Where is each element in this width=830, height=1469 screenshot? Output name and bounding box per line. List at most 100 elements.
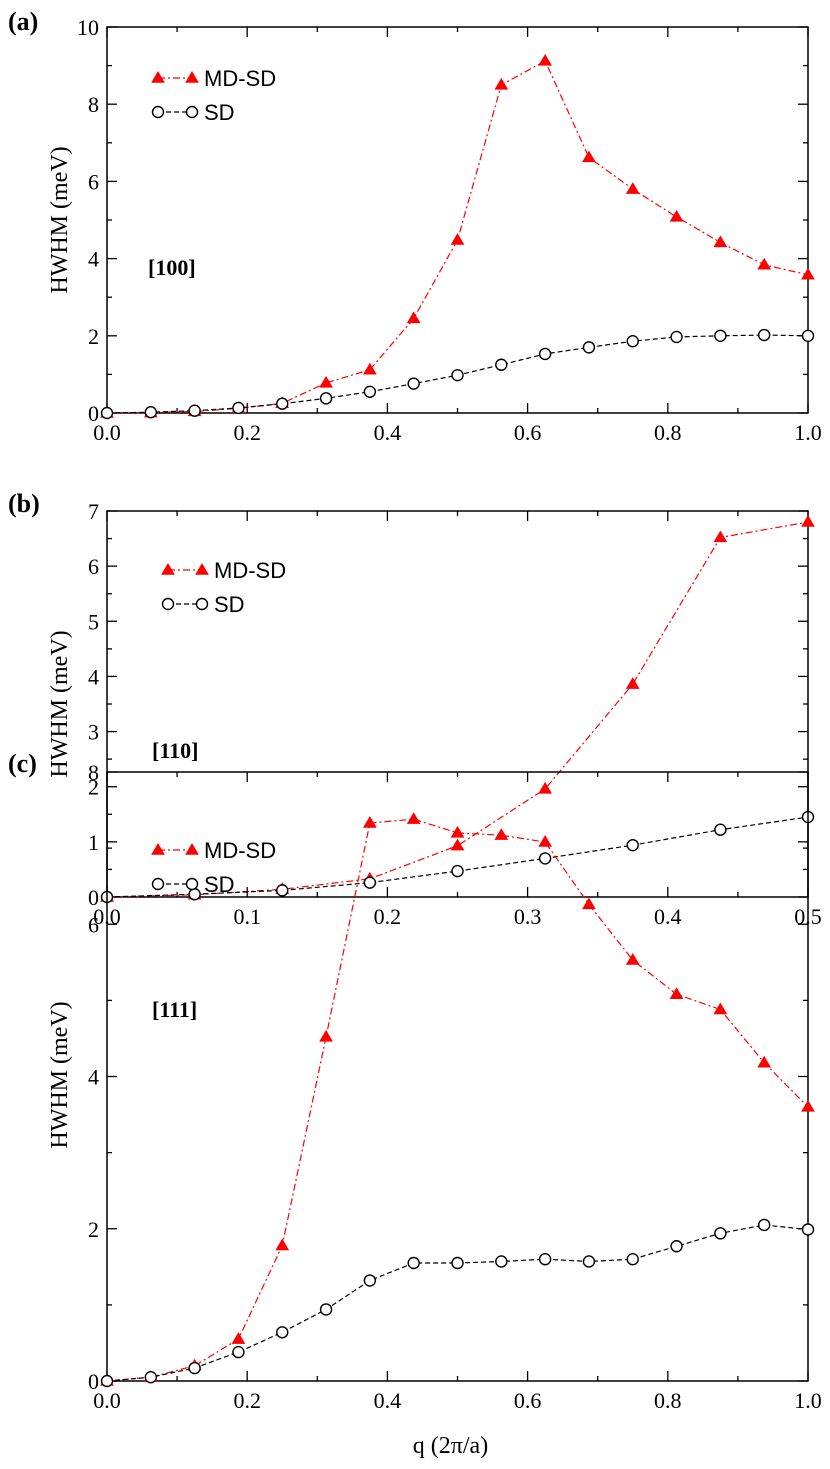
data-point-circle <box>407 1256 420 1270</box>
data-point-circle <box>714 1227 727 1240</box>
y-tick-label: 4 <box>88 1065 99 1090</box>
data-point-triangle <box>319 1029 333 1042</box>
y-tick-label: 2 <box>88 324 99 349</box>
legend-marker <box>151 843 165 855</box>
data-point-circle <box>801 329 815 342</box>
legend-marker <box>185 877 199 891</box>
data-point-circle <box>144 406 158 419</box>
data-point-circle <box>714 329 727 342</box>
data-point-triangle <box>450 825 465 838</box>
plot-frame <box>106 771 809 1382</box>
data-point-circle <box>451 864 464 878</box>
x-tick-label: 1.0 <box>794 420 822 445</box>
legend: MD-SD SD <box>161 558 286 617</box>
legend-marker <box>185 105 199 119</box>
data-point-triangle <box>363 362 377 375</box>
data-point-circle <box>670 1240 683 1253</box>
x-axis-title: q (2π/a) <box>413 1433 488 1459</box>
panel-label: (b) <box>8 489 40 518</box>
legend-item: SD <box>151 100 235 125</box>
data-point-circle <box>363 385 377 398</box>
y-axis-title: HWHM (meV) <box>47 146 73 293</box>
legend-marker <box>185 843 199 855</box>
series-sd <box>100 810 815 904</box>
data-point-circle <box>188 404 201 417</box>
y-tick-label: 6 <box>88 169 99 194</box>
data-point-circle <box>144 1370 158 1384</box>
data-point-triangle <box>713 235 728 248</box>
legend-label: MD-SD <box>204 66 276 91</box>
direction-label: [111] <box>152 997 197 1022</box>
x-tick-label: 0.0 <box>93 420 121 445</box>
data-point-triangle <box>494 828 509 840</box>
data-point-triangle <box>801 267 815 280</box>
y-tick-label: 7 <box>88 499 99 524</box>
legend-label: SD <box>214 592 245 617</box>
data-point-circle <box>319 392 333 405</box>
data-point-triangle <box>406 812 421 824</box>
data-point-circle <box>276 884 289 897</box>
y-tick-label: 0 <box>88 1369 99 1394</box>
y-tick-label: 5 <box>88 609 99 634</box>
series-line <box>106 816 809 898</box>
data-point-triangle <box>319 375 333 388</box>
series-md-sd <box>100 812 815 1386</box>
data-point-circle <box>495 1255 508 1268</box>
chart-panel-c: 0.0 0.2 0.4 0.6 0.8 1.0 0 2 4 6 8 HWHM (meV) q (2π/a… <box>8 749 822 1459</box>
x-tick-label: 0.3 <box>514 904 542 929</box>
x-tick-label: 0.1 <box>233 904 261 929</box>
legend-item: MD-SD <box>161 558 286 583</box>
legend-item: SD <box>161 592 245 617</box>
data-point-triangle <box>538 781 552 794</box>
legend: MD-SD SD <box>151 66 276 125</box>
data-point-circle <box>363 1274 377 1287</box>
legend-label: SD <box>204 100 235 125</box>
y-tick-label: 4 <box>88 664 99 689</box>
data-point-triangle <box>669 209 684 222</box>
data-point-triangle <box>406 311 421 324</box>
data-point-circle <box>670 330 683 344</box>
data-point-circle <box>714 823 727 836</box>
data-point-triangle <box>757 1055 772 1068</box>
y-tick-label: 10 <box>77 15 99 40</box>
series-sd <box>100 1218 815 1388</box>
data-point-triangle <box>538 835 552 847</box>
data-point-triangle <box>450 233 465 245</box>
data-point-triangle <box>231 1332 246 1344</box>
panel-label: (a) <box>8 7 38 36</box>
legend-marker <box>151 71 165 83</box>
data-point-circle <box>801 1223 815 1236</box>
x-tick-label: 0.8 <box>654 420 682 445</box>
data-point-circle <box>407 377 420 390</box>
data-point-triangle <box>582 150 596 163</box>
series-line <box>106 1224 809 1382</box>
data-point-circle <box>232 401 245 415</box>
direction-label: [100] <box>148 255 196 280</box>
data-point-triangle <box>625 182 640 194</box>
x-tick-label: 0.4 <box>374 1388 402 1413</box>
x-tick-label: 0.4 <box>374 420 402 445</box>
data-point-circle <box>319 1303 333 1316</box>
legend-marker <box>185 71 199 83</box>
legend-label: MD-SD <box>214 558 286 583</box>
data-point-circle <box>757 1218 771 1232</box>
y-tick-label: 6 <box>88 912 99 937</box>
data-point-triangle <box>801 515 815 527</box>
data-point-triangle <box>713 1002 728 1015</box>
data-point-circle <box>232 1345 245 1359</box>
x-tick-label: 0.6 <box>514 1388 542 1413</box>
data-point-triangle <box>625 677 640 689</box>
data-point-triangle <box>757 257 772 270</box>
legend-marker <box>195 597 209 611</box>
x-tick-label: 0.0 <box>93 1388 121 1413</box>
y-tick-label: 8 <box>88 92 99 117</box>
x-tick-label: 0.6 <box>514 420 542 445</box>
data-point-circle <box>495 358 508 371</box>
data-point-triangle <box>363 816 377 828</box>
data-point-triangle <box>582 897 596 910</box>
legend-item: MD-SD <box>151 838 276 863</box>
chart-panel-a: 0.0 0.2 0.4 0.6 0.8 1.0 0 2 4 6 8 10 HWHM (meV) (a) [1… <box>8 7 822 445</box>
data-point-triangle <box>625 953 640 965</box>
data-point-triangle <box>450 838 465 851</box>
